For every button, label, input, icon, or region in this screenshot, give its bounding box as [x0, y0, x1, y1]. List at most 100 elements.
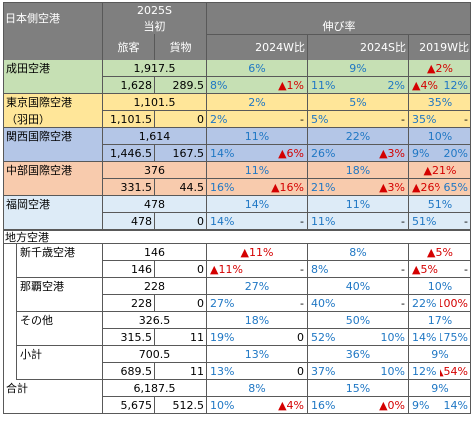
row-total: 6,187.5	[103, 380, 207, 397]
row-name-blank	[17, 295, 103, 312]
growth-2024s-total: 40%	[308, 278, 409, 295]
growth-2024w-passenger: 2%	[210, 113, 228, 126]
row-passenger: 1,446.5	[103, 145, 155, 162]
growth-2024w-passenger: 27%	[210, 297, 235, 310]
growth-2024w-total: 13%	[207, 346, 308, 363]
growth-2024w-cargo: ▲6%	[258, 145, 308, 162]
growth-2024w-passenger: 8%	[210, 79, 228, 92]
row-name-blank	[17, 363, 103, 380]
regional-airports-label: 地方空港	[3, 230, 471, 244]
header-blank	[207, 2, 471, 19]
growth-2024w-total: 27%	[207, 278, 308, 295]
row-name-blank	[3, 179, 103, 196]
growth-2019w-cargo: ▲100%	[440, 297, 468, 310]
table-row	[3, 60, 471, 94]
row-name-blank	[3, 213, 103, 230]
growth-2019w-cargo: 65%	[443, 181, 468, 194]
growth-2024s-cargo: 10%	[359, 329, 409, 346]
header-cargo-label: 貨物	[155, 34, 207, 60]
growth-2019w-total: 17%	[409, 312, 471, 329]
growth-2024w-cargo: ▲16%	[258, 179, 308, 196]
row-name-blank	[3, 77, 103, 94]
growth-2019w-cargo: 14%	[443, 399, 468, 412]
row-passenger: 146	[103, 261, 155, 278]
row-name-blank	[17, 261, 103, 278]
growth-2024w-total: 11%	[207, 162, 308, 179]
growth-2024s-cargo: -	[359, 111, 409, 128]
growth-2024s-passenger: 16%	[311, 399, 336, 412]
growth-2019w-total: ▲2%	[409, 60, 471, 77]
growth-2019w-total: ▲5%	[409, 244, 471, 261]
growth-2024w-total: 2%	[207, 94, 308, 111]
row-total: 1,917.5	[103, 60, 207, 77]
row-cargo: 0	[155, 213, 207, 230]
row-passenger: 5,675	[103, 397, 155, 414]
growth-2019w-passenger: 35%	[412, 113, 437, 126]
growth-2019w-total: 10%	[409, 128, 471, 145]
growth-2019w-cargo: 20%	[443, 147, 468, 160]
row-total: 376	[103, 162, 207, 179]
table-row	[3, 94, 471, 128]
growth-2024s-passenger: 5%	[311, 113, 329, 126]
growth-2024w-total: 18%	[207, 312, 308, 329]
row-cargo: 167.5	[155, 145, 207, 162]
growth-2024s-cargo: -	[359, 295, 409, 312]
growth-2024s-cargo: -	[359, 261, 409, 278]
growth-2024s-cargo: 2%	[359, 77, 409, 94]
growth-2024s-cargo: ▲0%	[359, 397, 409, 414]
row-total: 1,101.5	[103, 94, 207, 111]
growth-2024s-cargo: 10%	[359, 363, 409, 380]
growth-2024s-total: 18%	[308, 162, 409, 179]
table-row	[3, 128, 471, 162]
header-passenger-label: 旅客	[103, 34, 155, 60]
growth-2024w-passenger: 14%	[210, 215, 235, 228]
growth-2019w-cargo: -	[464, 215, 468, 228]
growth-2024w-passenger: 13%	[210, 365, 235, 378]
growth-2019w-cargo: -	[464, 263, 468, 276]
row-cargo: 0	[155, 111, 207, 128]
row-airport-subname: （羽田）	[3, 111, 103, 128]
row-name-blank	[3, 397, 103, 414]
row-cargo: 512.5	[155, 397, 207, 414]
growth-2019w-passenger: 14%	[412, 331, 437, 344]
row-passenger: 1,628	[103, 77, 155, 94]
indent-spacer	[3, 278, 17, 312]
header-name-blank	[3, 34, 103, 60]
growth-2019w-total: ▲21%	[409, 162, 471, 179]
table-row	[3, 244, 471, 278]
row-airport-name: 中部国際空港	[3, 162, 103, 179]
header-initial-label: 当初	[103, 19, 207, 34]
row-passenger: 689.5	[103, 363, 155, 380]
header-2024w-label: 2024W比	[207, 34, 308, 60]
row-total: 146	[103, 244, 207, 261]
growth-2024w-total: 8%	[207, 380, 308, 397]
growth-2024s-passenger: 11%	[311, 79, 336, 92]
table-row	[3, 278, 471, 312]
growth-2024w-passenger: 16%	[210, 181, 235, 194]
row-total: 700.5	[103, 346, 207, 363]
row-airport-name: 合計	[3, 380, 103, 397]
growth-2019w-total: 35%	[409, 94, 471, 111]
row-total: 478	[103, 196, 207, 213]
growth-2024s-passenger: 8%	[311, 263, 329, 276]
row-airport-name: 福岡空港	[3, 196, 103, 213]
row-cargo: 0	[155, 261, 207, 278]
indent-spacer	[3, 244, 17, 278]
growth-2024s-total: 5%	[308, 94, 409, 111]
row-airport-name: 東京国際空港	[3, 94, 103, 111]
growth-2024w-cargo: ▲1%	[258, 77, 308, 94]
row-total: 228	[103, 278, 207, 295]
row-passenger: 315.5	[103, 329, 155, 346]
growth-2024s-total: 22%	[308, 128, 409, 145]
row-passenger: 228	[103, 295, 155, 312]
row-airport-name: 新千歳空港	[17, 244, 103, 261]
growth-2019w-passenger: 12%	[412, 365, 437, 378]
row-total: 1,614	[103, 128, 207, 145]
row-airport-name: 小計	[17, 346, 103, 363]
growth-2024w-total: 6%	[207, 60, 308, 77]
growth-2024s-passenger: 52%	[311, 331, 336, 344]
growth-2019w-passenger: 22%	[412, 297, 437, 310]
row-cargo: 11	[155, 329, 207, 346]
row-airport-name: 関西国際空港	[3, 128, 103, 145]
table-row	[3, 346, 471, 380]
